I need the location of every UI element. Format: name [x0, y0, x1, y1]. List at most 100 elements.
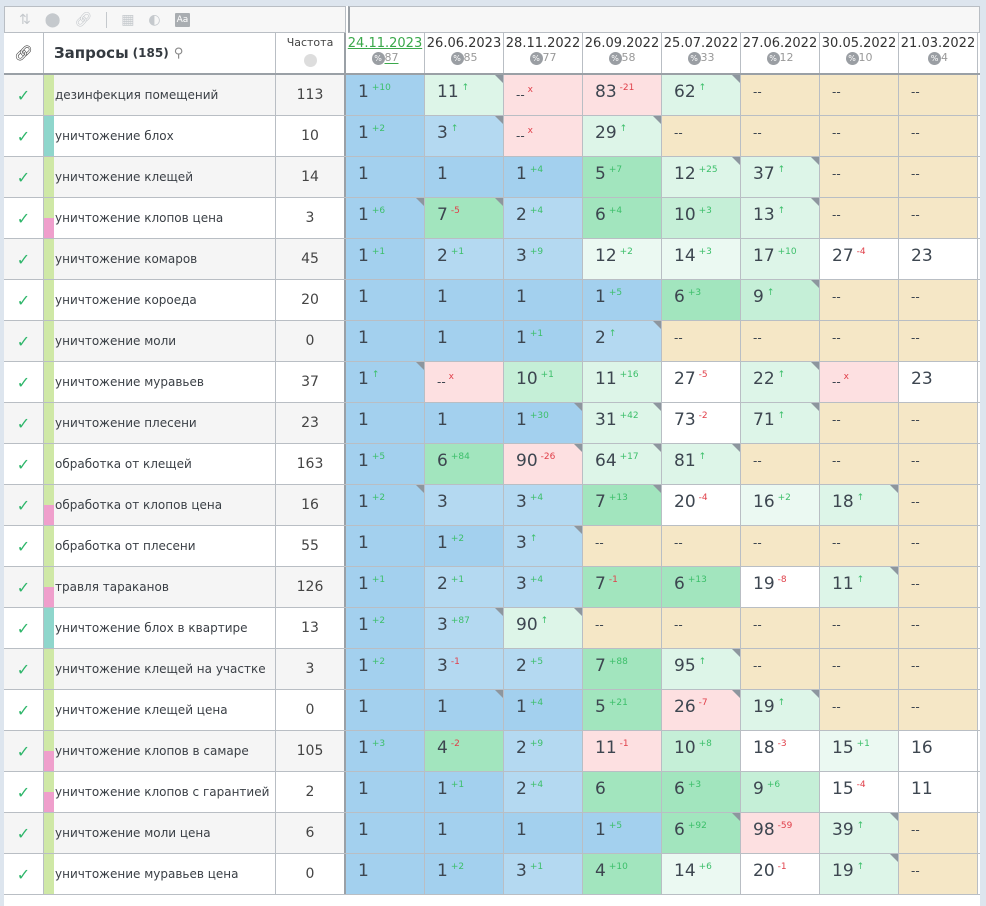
- calendar-icon[interactable]: ▦: [121, 11, 135, 28]
- check-icon[interactable]: ✓: [4, 362, 44, 402]
- position-cell[interactable]: 6 +4: [583, 198, 662, 238]
- position-cell[interactable]: 6 +84: [425, 444, 504, 484]
- position-cell[interactable]: 7 -5: [425, 198, 504, 238]
- position-cell[interactable]: --: [820, 321, 899, 361]
- position-cell[interactable]: --: [820, 280, 899, 320]
- position-cell[interactable]: 10 +8: [662, 731, 741, 771]
- position-cell[interactable]: --: [820, 403, 899, 443]
- date-column-header[interactable]: 30.05.2022% 10: [820, 33, 899, 73]
- position-cell[interactable]: 1 +3: [346, 731, 425, 771]
- position-cell[interactable]: 2 +1: [425, 239, 504, 279]
- position-cell[interactable]: 1 ↑: [346, 362, 425, 402]
- position-cell[interactable]: --: [741, 116, 820, 156]
- position-cell[interactable]: 17 +10: [741, 239, 820, 279]
- keyword-cell[interactable]: уничтожение моли цена: [54, 813, 276, 853]
- check-icon[interactable]: ✓: [4, 567, 44, 607]
- position-cell[interactable]: --: [820, 526, 899, 566]
- position-cell[interactable]: 1 +30: [504, 403, 583, 443]
- position-cell[interactable]: 29 ↑: [583, 116, 662, 156]
- position-cell[interactable]: --: [899, 485, 978, 525]
- position-cell[interactable]: 1 +5: [346, 444, 425, 484]
- check-icon[interactable]: ✓: [4, 731, 44, 771]
- position-cell[interactable]: 64 +17: [583, 444, 662, 484]
- check-icon[interactable]: ✓: [4, 198, 44, 238]
- position-cell[interactable]: --: [820, 690, 899, 730]
- position-cell[interactable]: --: [820, 116, 899, 156]
- check-icon[interactable]: ✓: [4, 772, 44, 812]
- position-cell[interactable]: 6 +13: [662, 567, 741, 607]
- position-cell[interactable]: 11 ↑: [820, 567, 899, 607]
- keyword-cell[interactable]: уничтожение блох в квартире: [54, 608, 276, 648]
- check-icon[interactable]: ✓: [4, 403, 44, 443]
- position-cell[interactable]: 3 +4: [504, 485, 583, 525]
- link-icon[interactable]: 🔗︎: [74, 11, 93, 28]
- position-cell[interactable]: 1: [346, 280, 425, 320]
- position-cell[interactable]: 9 ↑: [741, 280, 820, 320]
- position-cell[interactable]: --: [899, 690, 978, 730]
- position-cell[interactable]: 11 +16: [583, 362, 662, 402]
- position-cell[interactable]: 1: [346, 854, 425, 894]
- contrast-icon[interactable]: ◐: [148, 11, 161, 28]
- date-column-header[interactable]: 24.11.2023% 87: [346, 33, 425, 73]
- position-cell[interactable]: -- x: [504, 75, 583, 115]
- position-cell[interactable]: --: [583, 608, 662, 648]
- position-cell[interactable]: 6: [583, 772, 662, 812]
- check-icon[interactable]: ✓: [4, 608, 44, 648]
- date-column-header[interactable]: 27.06.2022% 12: [741, 33, 820, 73]
- keyword-cell[interactable]: обработка от клещей: [54, 444, 276, 484]
- date-column-header[interactable]: 26.09.2022% 58: [583, 33, 662, 73]
- position-cell[interactable]: 62 ↑: [662, 75, 741, 115]
- position-cell[interactable]: -- x: [425, 362, 504, 402]
- keyword-cell[interactable]: уничтожение клопов в самаре: [54, 731, 276, 771]
- date-column-header[interactable]: 28.11.2022% 77: [504, 33, 583, 73]
- keyword-cell[interactable]: травля тараканов: [54, 567, 276, 607]
- position-cell[interactable]: 16 +2: [741, 485, 820, 525]
- position-cell[interactable]: 20 -4: [662, 485, 741, 525]
- position-cell[interactable]: 3 +9: [504, 239, 583, 279]
- position-cell[interactable]: 1 +2: [425, 854, 504, 894]
- position-cell[interactable]: 2 +1: [425, 567, 504, 607]
- position-cell[interactable]: 1 +2: [346, 116, 425, 156]
- position-cell[interactable]: 23: [899, 362, 978, 402]
- date-column-header[interactable]: 26.06.2023% 85: [425, 33, 504, 73]
- position-cell[interactable]: 12 +2: [583, 239, 662, 279]
- keyword-cell[interactable]: обработка от плесени: [54, 526, 276, 566]
- position-cell[interactable]: 11: [899, 772, 978, 812]
- position-cell[interactable]: 2 +4: [504, 198, 583, 238]
- position-cell[interactable]: 2 ↑: [583, 321, 662, 361]
- check-icon[interactable]: ✓: [4, 813, 44, 853]
- date-column-header[interactable]: 25.07.2022% 33: [662, 33, 741, 73]
- position-cell[interactable]: --: [899, 116, 978, 156]
- position-cell[interactable]: 1 +5: [583, 280, 662, 320]
- position-cell[interactable]: 3 -1: [425, 649, 504, 689]
- keyword-cell[interactable]: уничтожение клещей на участке: [54, 649, 276, 689]
- keyword-cell[interactable]: уничтожение комаров: [54, 239, 276, 279]
- position-cell[interactable]: 2 +5: [504, 649, 583, 689]
- position-cell[interactable]: 1: [425, 321, 504, 361]
- position-cell[interactable]: 1: [425, 813, 504, 853]
- check-icon[interactable]: ✓: [4, 321, 44, 361]
- position-cell[interactable]: 15 -4: [820, 772, 899, 812]
- keyword-cell[interactable]: уничтожение клещей: [54, 157, 276, 197]
- position-cell[interactable]: 5 +7: [583, 157, 662, 197]
- check-icon[interactable]: ✓: [4, 75, 44, 115]
- position-cell[interactable]: 1 +2: [346, 485, 425, 525]
- position-cell[interactable]: 15 +1: [820, 731, 899, 771]
- keyword-cell[interactable]: уничтожение блох: [54, 116, 276, 156]
- position-cell[interactable]: --: [899, 321, 978, 361]
- position-cell[interactable]: 5 +21: [583, 690, 662, 730]
- position-cell[interactable]: 3 +4: [504, 567, 583, 607]
- position-cell[interactable]: --: [741, 321, 820, 361]
- position-cell[interactable]: -- x: [504, 116, 583, 156]
- position-cell[interactable]: 1 +1: [346, 239, 425, 279]
- position-cell[interactable]: 1: [425, 690, 504, 730]
- check-icon[interactable]: ✓: [4, 157, 44, 197]
- position-cell[interactable]: 1 +4: [504, 690, 583, 730]
- keyword-cell[interactable]: дезинфекция помещений: [54, 75, 276, 115]
- position-cell[interactable]: --: [899, 854, 978, 894]
- position-cell[interactable]: 27 -4: [820, 239, 899, 279]
- check-icon[interactable]: ✓: [4, 690, 44, 730]
- position-cell[interactable]: --: [583, 526, 662, 566]
- position-cell[interactable]: 1 +4: [504, 157, 583, 197]
- position-cell[interactable]: --: [899, 526, 978, 566]
